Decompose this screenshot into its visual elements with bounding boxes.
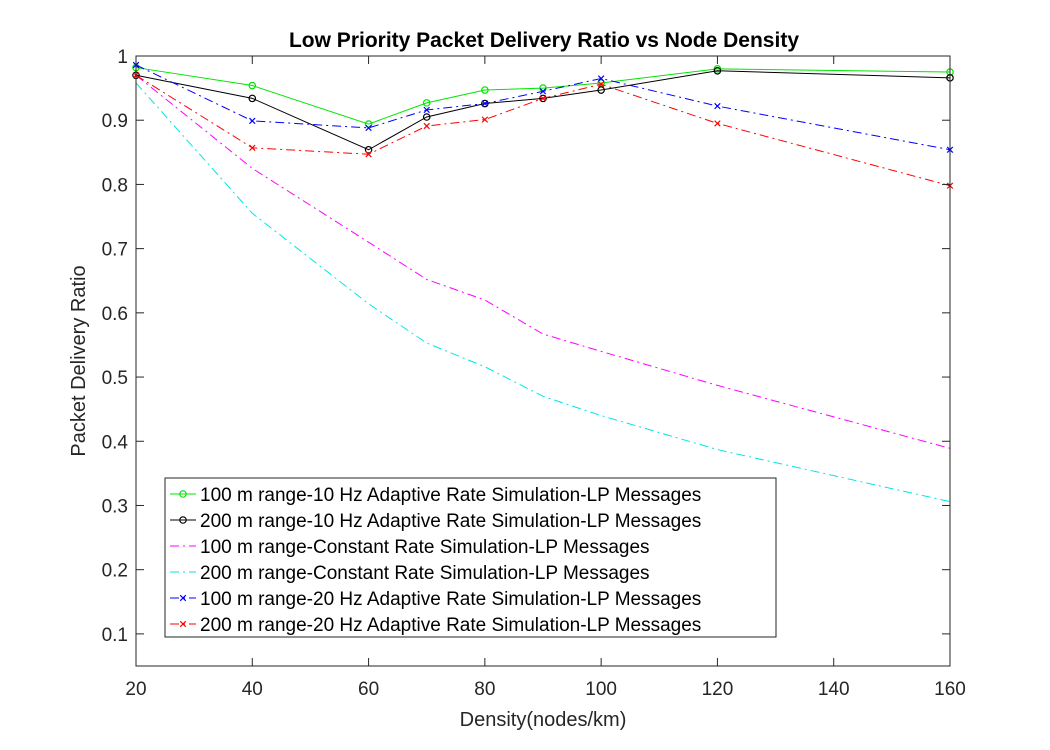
x-tick-label: 20	[125, 679, 146, 700]
data-point	[539, 88, 547, 95]
y-axis-label: Packet Delivery Ratio	[68, 265, 90, 456]
series-3	[135, 74, 951, 449]
legend-item: 100 m range-20 Hz Adaptive Rate Simulati…	[170, 589, 701, 610]
y-tick-label: 0.7	[102, 240, 128, 261]
y-tick-label: 1	[117, 47, 128, 68]
data-point	[422, 99, 431, 107]
legend-marker	[179, 620, 187, 628]
data-point	[713, 66, 722, 75]
data-point	[597, 79, 605, 87]
x-tick-label: 100	[585, 679, 617, 700]
data-point	[249, 117, 256, 125]
legend-item: 100 m range-Constant Rate Simulation-LP …	[170, 537, 650, 558]
data-point	[539, 95, 547, 102]
series-4	[135, 82, 951, 503]
series-line-6	[135, 74, 951, 187]
y-tick-label: 0.4	[102, 432, 129, 453]
legend-item: 200 m range-20 Hz Adaptive Rate Simulati…	[170, 615, 701, 636]
legend-marker	[179, 490, 187, 498]
legend-marker	[179, 516, 187, 524]
ticks-layer: 20 40 60 80 100 120 140 160 0.1 0.2 0.3 0.4 0.5 0.6 0.…	[102, 47, 966, 700]
legend-label: 200 m range-10 Hz Adaptive Rate Simulati…	[200, 511, 701, 532]
data-point	[423, 122, 430, 130]
legend-item: 200 m range-Constant Rate Simulation-LP …	[170, 563, 650, 584]
data-point	[364, 145, 373, 154]
x-tick-label: 120	[702, 679, 734, 700]
legend-item: 100 m range-10 Hz Adaptive Rate Simulati…	[170, 485, 701, 506]
legend-marker	[179, 594, 187, 602]
data-point	[539, 94, 547, 103]
x-tick-label: 80	[474, 679, 495, 700]
x-tick-label: 40	[242, 679, 263, 700]
data-point	[597, 75, 605, 82]
data-point	[481, 100, 489, 107]
data-point	[365, 151, 372, 158]
legend: 100 m range-10 Hz Adaptive Rate Simulati…	[164, 477, 777, 638]
y-tick-label: 0.3	[102, 496, 128, 517]
x-tick-label: 160	[934, 679, 966, 700]
data-point	[481, 116, 489, 123]
legend-box	[164, 477, 777, 638]
y-tick-label: 0.5	[102, 368, 128, 389]
legend-label: 100 m range-10 Hz Adaptive Rate Simulati…	[200, 485, 701, 506]
data-point	[249, 144, 256, 152]
legend-item: 200 m range-10 Hz Adaptive Rate Simulati…	[170, 511, 701, 532]
data-point	[481, 86, 489, 94]
x-tick-label: 60	[358, 679, 379, 700]
series-line-3	[135, 74, 951, 449]
series-line-1	[135, 67, 951, 125]
legend-label: 100 m range-Constant Rate Simulation-LP …	[200, 537, 650, 558]
chart-title: Low Priority Packet Delivery Ratio vs No…	[289, 29, 799, 52]
plot-layer	[132, 61, 954, 503]
x-tick-label: 140	[818, 679, 850, 700]
legend-label: 200 m range-Constant Rate Simulation-LP …	[200, 563, 650, 584]
data-point	[597, 86, 605, 94]
legend-label: 100 m range-20 Hz Adaptive Rate Simulati…	[200, 589, 701, 610]
data-point	[714, 120, 721, 127]
data-point	[248, 81, 257, 90]
x-axis-label: Density(nodes/km)	[460, 709, 627, 731]
y-tick-label: 0.8	[102, 175, 128, 196]
y-tick-label: 0.6	[102, 304, 128, 325]
axes-box	[135, 55, 951, 667]
data-point	[248, 94, 257, 103]
y-tick-label: 0.2	[102, 561, 128, 582]
legend-items: 100 m range-10 Hz Adaptive Rate Simulati…	[170, 485, 701, 636]
data-point	[597, 81, 605, 88]
data-point	[423, 106, 430, 114]
legend-label: 200 m range-20 Hz Adaptive Rate Simulati…	[200, 615, 701, 636]
data-point	[365, 124, 372, 132]
data-point	[714, 102, 721, 110]
data-point	[422, 113, 431, 121]
y-tick-label: 0.1	[102, 625, 128, 646]
series-line-4	[135, 82, 951, 503]
y-tick-label: 0.9	[102, 111, 128, 132]
